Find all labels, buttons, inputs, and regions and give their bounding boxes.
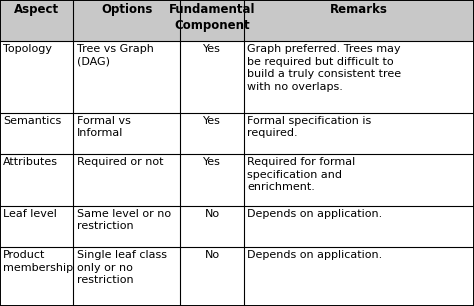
Text: Product
membership: Product membership [3,250,73,273]
Text: No: No [205,250,219,260]
Text: Remarks: Remarks [330,3,388,16]
Text: Tree vs Graph
(DAG): Tree vs Graph (DAG) [77,44,154,67]
Text: Required for formal
specification and
enrichment.: Required for formal specification and en… [247,157,356,192]
Bar [0,0,474,41]
Text: Yes: Yes [203,157,221,167]
Text: Leaf level: Leaf level [3,209,57,219]
Text: Same level or no
restriction: Same level or no restriction [77,209,171,231]
Text: No: No [205,209,219,219]
Text: Topology: Topology [3,44,52,54]
Text: Attributes: Attributes [3,157,58,167]
Text: Required or not: Required or not [77,157,163,167]
Text: Single leaf class
only or no
restriction: Single leaf class only or no restriction [77,250,167,285]
Text: Depends on application.: Depends on application. [247,250,383,260]
Text: Formal vs
Informal: Formal vs Informal [77,116,131,138]
Text: Aspect: Aspect [14,3,59,16]
Text: Options: Options [101,3,153,16]
Text: Fundamental
Component: Fundamental Component [169,3,255,32]
Text: Formal specification is
required.: Formal specification is required. [247,116,372,138]
Text: Semantics: Semantics [3,116,62,126]
Text: Yes: Yes [203,44,221,54]
Text: Graph preferred. Trees may
be required but difficult to
build a truly consistent: Graph preferred. Trees may be required b… [247,44,401,91]
Text: Yes: Yes [203,116,221,126]
Text: Depends on application.: Depends on application. [247,209,383,219]
